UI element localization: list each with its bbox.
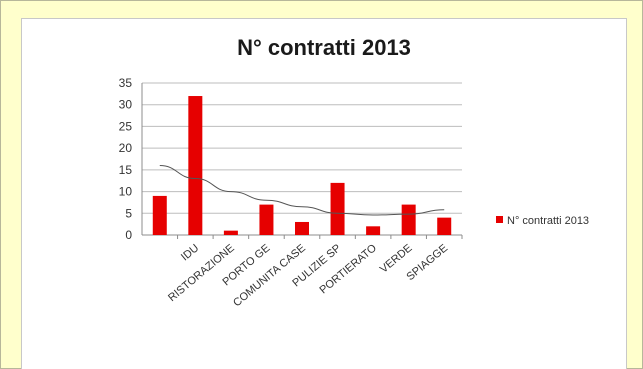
bar bbox=[330, 182, 345, 235]
y-tick-label: 30 bbox=[119, 98, 133, 112]
bar bbox=[259, 204, 274, 235]
y-tick-label: 25 bbox=[119, 119, 133, 133]
y-tick-label: 35 bbox=[119, 76, 133, 90]
x-category-label: IDU bbox=[179, 242, 201, 263]
chart-title: N° contratti 2013 bbox=[237, 35, 411, 60]
bar bbox=[437, 217, 452, 235]
bar bbox=[152, 195, 167, 235]
chart-area: N° contratti 2013 0 5 10 15 20 25 30 35 IDU RISTO… bbox=[21, 18, 627, 369]
bar bbox=[188, 96, 203, 236]
bar bbox=[295, 221, 309, 235]
legend-swatch bbox=[496, 216, 503, 223]
bar bbox=[366, 226, 381, 235]
bar bbox=[223, 230, 238, 235]
y-tick-label: 0 bbox=[125, 228, 132, 242]
y-tick-label: 5 bbox=[125, 206, 132, 220]
trendline bbox=[159, 165, 445, 216]
bar bbox=[401, 204, 416, 235]
y-tick-label: 20 bbox=[119, 141, 133, 155]
y-tick-label: 10 bbox=[119, 185, 133, 199]
y-tick-label: 15 bbox=[119, 163, 133, 177]
legend-label: N° contratti 2013 bbox=[507, 215, 589, 227]
